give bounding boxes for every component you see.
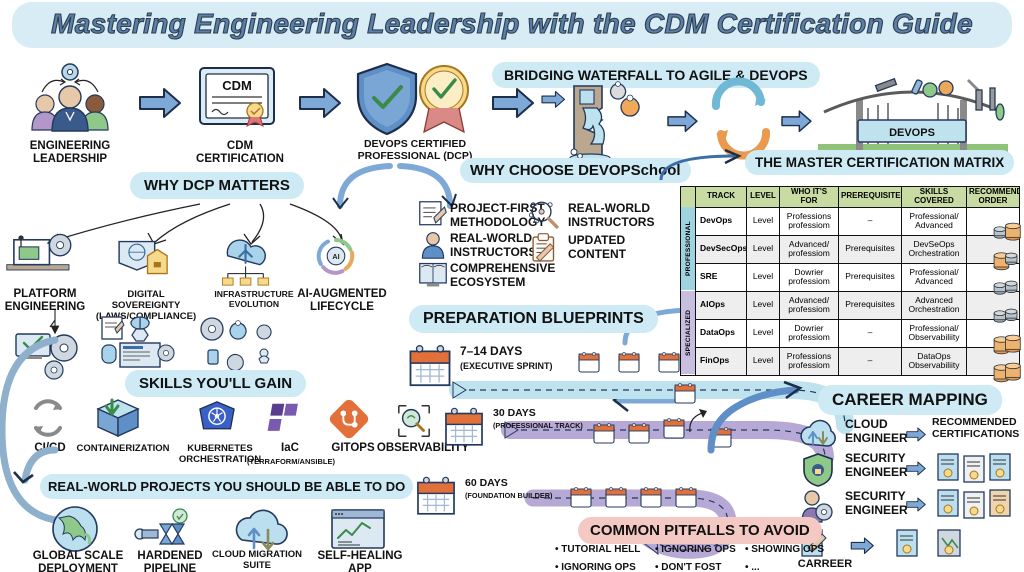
svg-text:CDM: CDM [222, 78, 252, 93]
svg-text:AI: AI [332, 252, 339, 261]
svg-text:DEVOPS: DEVOPS [889, 127, 935, 139]
